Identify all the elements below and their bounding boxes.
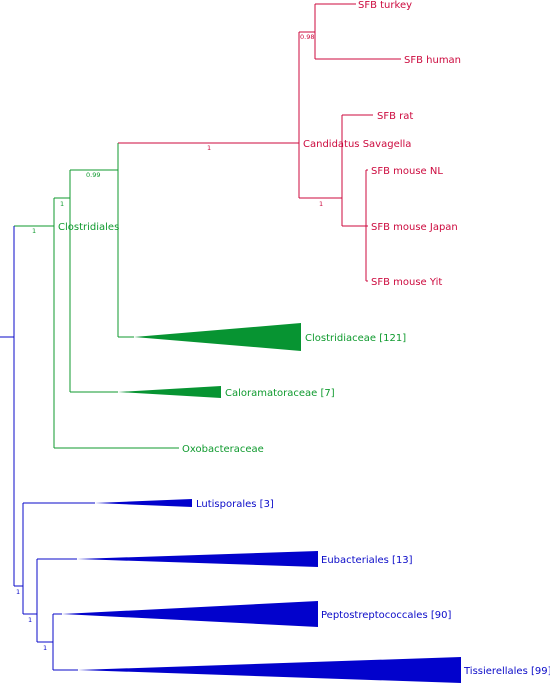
collapsed-clade-eubacteriales — [77, 551, 318, 567]
support-value-sfb-clade: 1 — [207, 144, 211, 152]
taxon-label-lutisporales: Lutisporales [3] — [196, 499, 274, 510]
support-value-pepto-tissier: 1 — [43, 644, 47, 652]
taxon-label-oxobacteraceae: Oxobacteraceae — [182, 444, 264, 455]
taxon-label-caloramatoraceae: Caloramatoraceae [7] — [225, 388, 335, 399]
collapsed-clade-clostridiaceae — [134, 323, 301, 351]
support-value-blue-clade: 1 — [16, 588, 20, 596]
collapsed-clade-peptostreptococcales — [62, 601, 318, 627]
taxon-label-sfb-mouse-nl: SFB mouse NL — [371, 166, 443, 177]
collapsed-clade-tissierellales — [78, 657, 461, 683]
collapsed-clade-lutisporales — [95, 499, 192, 507]
collapsed-clade-caloramatoraceae — [118, 386, 221, 398]
support-value-clostridiales-root: 1 — [32, 227, 36, 235]
support-value-mouse-clade: 1 — [319, 200, 323, 208]
taxon-label-sfb-rat: SFB rat — [377, 111, 413, 122]
sfb-clade-branches — [118, 3, 401, 282]
support-value-eubacteriales-clade: 1 — [28, 616, 32, 624]
support-value-clostridiaceae-sfb: 0.99 — [86, 171, 100, 179]
clostridiales-branches — [14, 143, 179, 449]
support-value-with-caloramatoraceae: 1 — [60, 200, 64, 208]
taxon-label-peptostreptococcales: Peptostreptococcales [90] — [321, 610, 451, 621]
taxon-label-sfb-mouse-yit: SFB mouse Yit — [371, 277, 442, 288]
taxon-label-sfb-turkey: SFB turkey — [358, 0, 412, 11]
clade-label-candidatus-savagella: Candidatus Savagella — [303, 139, 411, 150]
taxon-label-tissierellales: Tissierellales [99] — [463, 666, 550, 677]
clade-label-clostridiales: Clostridiales — [58, 222, 119, 233]
taxon-label-sfb-mouse-japan: SFB mouse Japan — [371, 222, 458, 233]
taxon-label-sfb-human: SFB human — [404, 55, 461, 66]
outgroup-branches — [0, 226, 95, 671]
taxon-label-eubacteriales: Eubacteriales [13] — [321, 555, 413, 566]
taxon-label-clostridiaceae: Clostridiaceae [121] — [305, 333, 406, 344]
support-value-turkey-human: 0.98 — [300, 33, 314, 41]
